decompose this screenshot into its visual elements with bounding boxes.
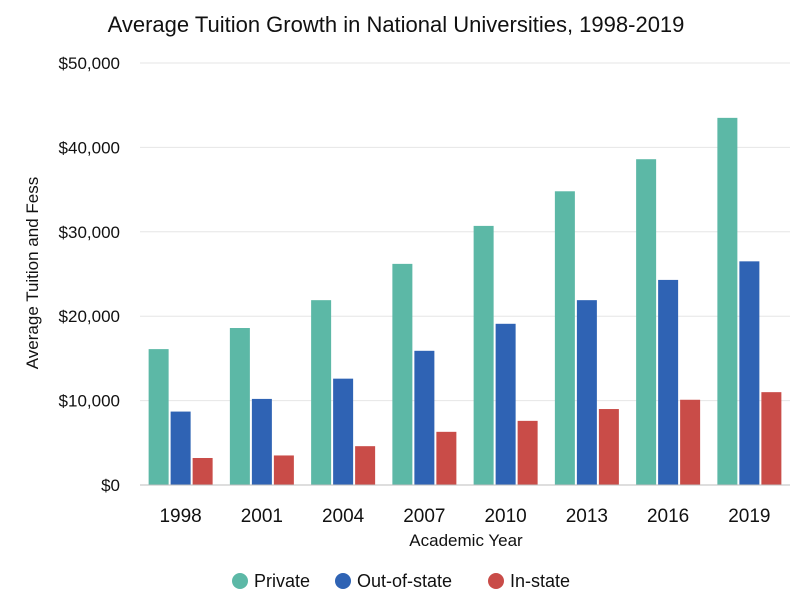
- bar-out-of-state-2001: [251, 398, 272, 485]
- bar-out-of-state-2007: [414, 350, 435, 485]
- legend-marker-out-of-state: [335, 573, 351, 589]
- legend-label-private: Private: [254, 571, 310, 591]
- legend-item-in-state: In-state: [488, 571, 570, 591]
- y-axis-ticks: $0 $10,000 $20,000 $30,000 $40,000 $50,000: [59, 54, 120, 495]
- y-tick-label: $0: [101, 476, 120, 495]
- bar-in-state-2013: [598, 409, 619, 485]
- y-tick-label: $10,000: [59, 392, 120, 411]
- bar-out-of-state-2019: [739, 261, 760, 485]
- x-tick-label: 2016: [647, 506, 689, 527]
- legend-label-out-of-state: Out-of-state: [357, 571, 452, 591]
- y-tick-label: $50,000: [59, 54, 120, 73]
- bar-private-1998: [148, 349, 169, 485]
- bar-private-2004: [311, 300, 332, 485]
- bar-in-state-2016: [680, 399, 701, 485]
- bar-private-2010: [473, 225, 494, 485]
- bar-out-of-state-2004: [333, 378, 354, 485]
- legend-marker-private: [232, 573, 248, 589]
- legend: Private Out-of-state In-state: [232, 571, 570, 591]
- y-tick-label: $20,000: [59, 307, 120, 326]
- bar-in-state-2001: [273, 455, 294, 485]
- bar-private-2016: [636, 159, 657, 485]
- bar-out-of-state-2013: [576, 300, 597, 485]
- x-axis-label: Academic Year: [409, 531, 523, 550]
- bar-in-state-2004: [355, 446, 376, 485]
- bar-private-2013: [554, 191, 575, 485]
- bar-private-2019: [717, 117, 738, 486]
- x-axis-ticks: 1998 2001 2004 2007 2010 2013 2016 2019: [159, 506, 770, 527]
- chart-title: Average Tuition Growth in National Unive…: [108, 12, 685, 37]
- bar-private-2001: [229, 328, 250, 485]
- y-axis-label: Average Tuition and Fess: [23, 177, 42, 369]
- x-tick-label: 2019: [728, 506, 770, 527]
- bar-in-state-2019: [761, 392, 782, 485]
- x-tick-label: 2007: [403, 506, 445, 527]
- bars: [148, 117, 782, 486]
- bar-private-2007: [392, 263, 413, 485]
- bar-in-state-1998: [192, 457, 213, 485]
- legend-label-in-state: In-state: [510, 571, 570, 591]
- x-tick-label: 2010: [484, 506, 526, 527]
- bar-in-state-2007: [436, 431, 457, 485]
- legend-item-private: Private: [232, 571, 310, 591]
- legend-marker-in-state: [488, 573, 504, 589]
- bar-out-of-state-2016: [658, 279, 679, 485]
- y-tick-label: $40,000: [59, 138, 120, 157]
- x-tick-label: 2013: [566, 506, 608, 527]
- x-tick-label: 2004: [322, 506, 365, 527]
- x-tick-label: 1998: [159, 506, 201, 527]
- bar-in-state-2010: [517, 420, 538, 485]
- bar-out-of-state-1998: [170, 411, 191, 485]
- bar-out-of-state-2010: [495, 323, 516, 485]
- x-tick-label: 2001: [241, 506, 283, 527]
- legend-item-out-of-state: Out-of-state: [335, 571, 452, 591]
- y-tick-label: $30,000: [59, 223, 120, 242]
